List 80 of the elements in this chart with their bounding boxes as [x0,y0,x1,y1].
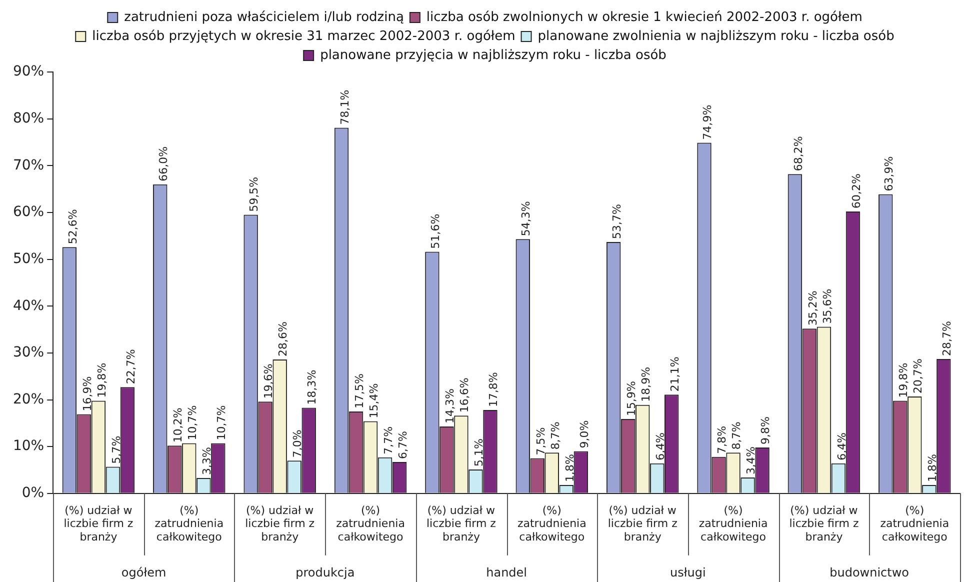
data-label: 35,2% [806,290,820,326]
data-label: 7,8% [716,426,729,454]
y-tick-label: 60% [12,204,44,220]
data-label: 8,7% [730,422,744,450]
text: ogółem [121,566,166,580]
data-label: 19,6% [262,364,276,399]
data-label: 15,9% [624,381,638,416]
x-tick-label: (%) udział w liczbie firm z branży [245,504,315,544]
data-label: 1,8% [926,454,940,482]
data-label: 18,9% [639,366,652,402]
x-tick-label: (%) zatrudnienia całkowitego [698,504,768,544]
data-label: 28,6% [276,322,290,356]
data-label: 6,4% [835,432,848,460]
data-label: 7,7% [382,426,395,454]
data-label: 17,5% [352,374,366,408]
legend-label: planowane przyjęcia w najbliższym roku - liczba osób [320,48,666,63]
y-tick-label: 90% [12,64,44,80]
data-label: 78,1% [338,90,352,125]
data-label: 16,6% [458,378,472,413]
data-label: 19,8% [95,362,108,398]
data-label: 54,3% [520,201,533,236]
data-label: 6,7% [396,431,410,460]
data-label: 5,1% [472,438,486,467]
y-tick-label: 30% [12,344,44,361]
data-label: 7,5% [534,427,548,456]
x-tick-label: (%) zatrudnienia całkowitego [880,504,950,544]
text: budownictwo [830,566,910,580]
y-tick-label: 70% [12,157,44,174]
data-label: 9,0% [578,420,591,448]
data-label: 22,7% [124,349,138,384]
data-label: 68,2% [792,136,805,172]
data-label: 52,6% [66,209,80,244]
data-label: 59,5% [248,176,261,212]
text: usługi [670,566,706,580]
data-label: 9,8% [759,416,772,445]
data-label: 51,6% [429,214,442,249]
data-label: 66,0% [156,146,170,182]
data-label: 3,4% [744,446,758,474]
data-label: 10,7% [215,405,228,440]
data-label: 7,0% [291,430,304,458]
data-label: 1,8% [563,454,576,482]
data-label: 21,1% [668,356,682,392]
data-label: 19,8% [897,362,910,398]
data-label: 8,7% [548,422,562,450]
data-label: 16,9% [80,376,94,412]
data-label: 10,2% [172,408,184,443]
data-label: 10,7% [186,405,200,440]
text: handel [486,566,528,580]
x-tick-label: (%) zatrudnienia całkowitego [154,504,224,544]
legend-label: liczba osób zwolnionych w okresie 1 kwiecień 2002-2003 r. ogółem [426,10,862,25]
text: produkcja [296,566,355,580]
legend-label: zatrudnieni poza właścicielem i/lub rodziną [124,10,404,25]
x-tick-label: (%) udział w liczbie firm z branży [64,504,134,544]
y-tick-label: 10% [12,438,44,454]
data-label: 60,2% [850,174,863,209]
data-label: 63,9% [882,156,896,192]
data-label: 20,7% [912,358,925,394]
y-tick-label: 0% [22,485,44,502]
y-tick-label: 50% [12,250,44,267]
data-label: 14,3% [444,388,457,424]
data-label: 5,7% [110,436,123,464]
legend-label: liczba osób przyjętych w okresie 31 marzec 2002-2003 r. ogółem [92,28,516,44]
x-tick-label: (%) udział w liczbie firm z branży [426,504,496,544]
data-label: 53,7% [610,204,624,239]
data-label: 6,4% [654,432,667,460]
data-label: 35,6% [820,288,834,324]
data-label: 28,7% [940,321,954,356]
data-label: 3,3% [200,446,214,475]
data-label: 15,4% [367,383,380,418]
data-label: 17,8% [487,372,500,408]
legend-label: planowane zwolnienia w najbliższym roku - liczba osób [538,28,894,44]
x-tick-label: (%) zatrudnienia całkowitego [517,504,586,544]
y-tick-label: 40% [12,298,44,314]
x-tick-label: (%) udział w liczbie firm z branży [789,504,859,544]
y-tick-label: 80% [12,110,44,126]
x-tick-label: (%) zatrudnienia całkowitego [336,504,405,544]
data-label: 74,9% [701,104,714,140]
y-tick-label: 20% [12,391,44,408]
x-tick-label: (%) udział w liczbie firm z branży [608,504,678,544]
data-label: 18,3% [306,370,319,405]
